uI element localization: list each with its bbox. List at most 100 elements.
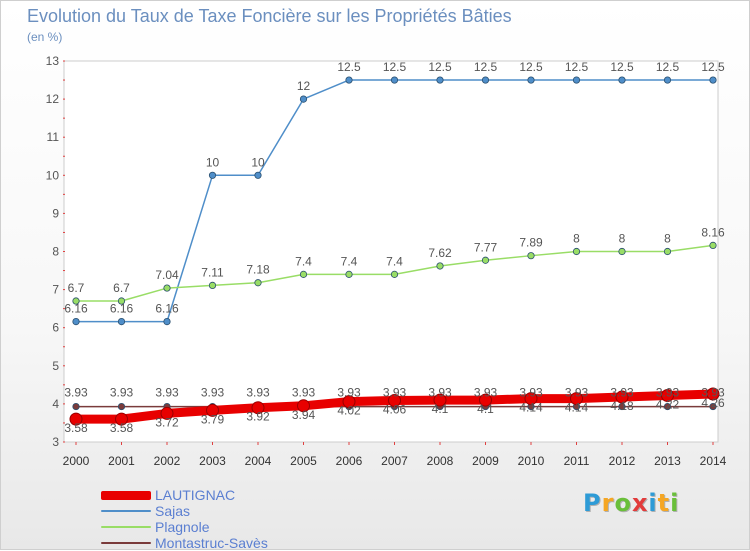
data-label: 4.22 bbox=[656, 398, 680, 412]
data-point bbox=[479, 393, 492, 407]
data-label: 12.5 bbox=[428, 60, 452, 74]
data-label: 10 bbox=[206, 155, 220, 169]
proxiti-logo: Proxiti bbox=[583, 489, 679, 517]
data-label: 7.4 bbox=[341, 254, 358, 268]
data-label: 3.93 bbox=[656, 386, 680, 400]
data-label: 3.93 bbox=[428, 386, 452, 400]
data-point bbox=[663, 402, 672, 411]
data-point bbox=[481, 76, 490, 84]
data-label: 3.79 bbox=[201, 412, 225, 426]
data-label: 7.4 bbox=[386, 254, 403, 268]
y-tick-label: 3 bbox=[52, 435, 59, 449]
x-tick-label: 2000 bbox=[63, 454, 90, 468]
data-point bbox=[615, 390, 629, 404]
data-point bbox=[527, 252, 535, 260]
data-point bbox=[706, 387, 720, 401]
y-tick-label: 9 bbox=[52, 206, 59, 220]
data-point bbox=[390, 270, 399, 278]
data-label: 3.93 bbox=[701, 386, 725, 400]
data-point bbox=[524, 392, 538, 406]
data-label: 6.16 bbox=[110, 302, 134, 316]
data-label: 8 bbox=[619, 232, 626, 246]
y-tick-label: 11 bbox=[47, 130, 60, 144]
logo-letter: t bbox=[657, 489, 671, 517]
x-tick-label: 2001 bbox=[108, 454, 135, 468]
y-tick-label: 5 bbox=[52, 359, 59, 373]
data-point bbox=[342, 395, 356, 409]
data-point bbox=[117, 318, 126, 326]
data-label: 4.1 bbox=[477, 402, 494, 416]
data-label: 7.04 bbox=[155, 268, 179, 282]
data-point bbox=[160, 406, 174, 420]
data-point bbox=[661, 389, 674, 403]
data-point bbox=[388, 393, 401, 407]
data-label: 7.4 bbox=[295, 254, 312, 268]
x-tick-label: 2002 bbox=[154, 454, 181, 468]
data-point bbox=[72, 402, 80, 411]
data-label: 12.5 bbox=[565, 60, 589, 74]
data-label: 3.93 bbox=[64, 386, 88, 400]
data-point bbox=[163, 318, 171, 326]
legend-swatch bbox=[101, 510, 151, 512]
data-point bbox=[436, 76, 444, 84]
data-label: 6.7 bbox=[68, 281, 85, 295]
x-tick-label: 2009 bbox=[472, 454, 499, 468]
data-point bbox=[527, 76, 535, 84]
x-tick-label: 2003 bbox=[199, 454, 226, 468]
x-tick-label: 2005 bbox=[290, 454, 317, 468]
data-point bbox=[345, 270, 353, 278]
data-label: 3.58 bbox=[64, 421, 88, 435]
data-point bbox=[69, 412, 83, 426]
data-label: 3.72 bbox=[155, 415, 179, 429]
legend-swatch bbox=[101, 526, 151, 528]
data-point bbox=[117, 297, 126, 305]
legend-swatch bbox=[101, 491, 151, 500]
y-tick-label: 8 bbox=[52, 245, 59, 259]
data-point bbox=[115, 412, 128, 426]
legend-label: LAUTIGNAC bbox=[155, 487, 236, 503]
data-label: 3.93 bbox=[565, 386, 589, 400]
logo-letter: P bbox=[583, 489, 602, 517]
data-label: 12.5 bbox=[383, 60, 407, 74]
data-point bbox=[163, 284, 171, 292]
data-label: 4.18 bbox=[610, 399, 634, 413]
data-point bbox=[299, 95, 308, 103]
data-point bbox=[663, 76, 672, 84]
data-label: 12.5 bbox=[474, 60, 498, 74]
x-tick-label: 2014 bbox=[700, 454, 727, 468]
data-point bbox=[72, 297, 80, 305]
data-label: 4.1 bbox=[432, 402, 449, 416]
x-tick-label: 2013 bbox=[654, 454, 681, 468]
x-tick-label: 2008 bbox=[427, 454, 454, 468]
y-axis-unit-label: (en %) bbox=[27, 30, 63, 44]
data-point bbox=[572, 247, 581, 256]
y-tick-label: 7 bbox=[52, 283, 59, 297]
data-label: 6.16 bbox=[155, 302, 179, 316]
data-point bbox=[433, 393, 447, 407]
data-point bbox=[570, 392, 583, 406]
data-point bbox=[72, 318, 80, 326]
logo-letter: x bbox=[631, 489, 649, 517]
data-label: 3.93 bbox=[337, 386, 361, 400]
data-point bbox=[254, 279, 262, 287]
data-point bbox=[345, 76, 353, 84]
series-sajas bbox=[72, 76, 717, 326]
x-tick-label: 2007 bbox=[381, 454, 408, 468]
data-label: 12.5 bbox=[701, 60, 725, 74]
data-point bbox=[663, 247, 672, 256]
data-label: 3.93 bbox=[474, 386, 498, 400]
data-point bbox=[481, 256, 490, 264]
data-label: 3.93 bbox=[292, 386, 316, 400]
data-label: 3.58 bbox=[110, 421, 134, 435]
data-label: 3.93 bbox=[610, 386, 634, 400]
data-label: 7.11 bbox=[201, 265, 224, 279]
data-point bbox=[390, 76, 399, 84]
data-label: 3.93 bbox=[383, 386, 407, 400]
legend-label: Plagnole bbox=[155, 519, 210, 535]
data-point bbox=[117, 402, 126, 411]
series-lautignac bbox=[69, 387, 720, 426]
y-tick-label: 6 bbox=[52, 321, 59, 335]
data-label: 3.93 bbox=[110, 386, 134, 400]
data-label: 12 bbox=[297, 79, 311, 93]
data-point bbox=[618, 247, 626, 256]
